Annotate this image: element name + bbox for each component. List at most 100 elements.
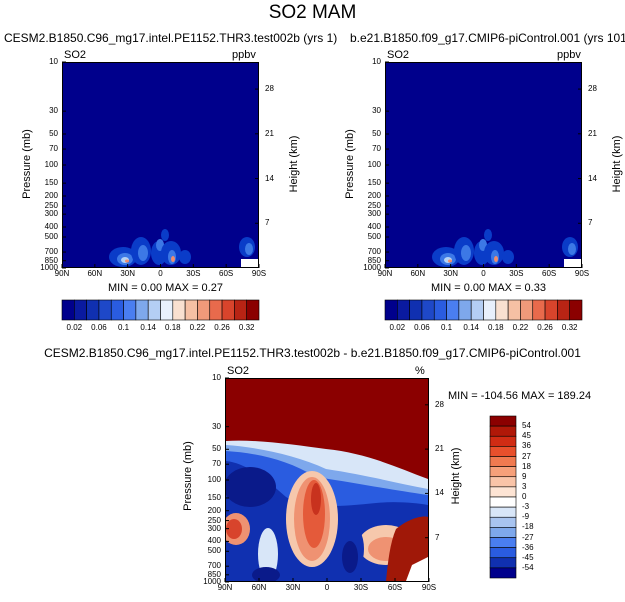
- panel3-ytick-label-10: 500: [207, 546, 221, 556]
- panel2-xtick-label-6: 90S: [574, 269, 590, 278]
- panel2-xtick-label-2: 30N: [443, 269, 458, 278]
- panel3-colorbar-label-1: 45: [522, 431, 531, 441]
- panel1-ytick-label-9: 400: [44, 222, 58, 231]
- panel3-ytick-label-13: 1000: [203, 577, 221, 586]
- panel1-contours: [109, 229, 258, 267]
- panel1-xtick-label-1: 60N: [87, 269, 103, 278]
- panel2-colorbar-label-6: 0.26: [537, 323, 553, 332]
- panel3-colorbar-label-0: 54: [522, 421, 531, 431]
- panel1-colorbar-label-5: 0.22: [189, 323, 206, 332]
- panel1-colorbar-label-4: 0.18: [165, 323, 181, 332]
- panel3-ytick-label-0: 10: [212, 373, 221, 382]
- panel3-ytick-label-11: 700: [207, 561, 221, 571]
- panel3-xtick-label-3: 0: [324, 583, 330, 592]
- panel2-colorbar-box-15: [569, 299, 583, 321]
- panel2-colorbar-label-2: 0.1: [441, 323, 453, 332]
- panel1-colorbar-box-15: [246, 299, 260, 321]
- panel1-ytick-label-0: 10: [49, 57, 58, 66]
- panel2-ytick-label-13: 1000: [363, 263, 381, 272]
- panel2-colorbar-label-0: 0.02: [389, 323, 406, 332]
- panel3-ytick-label-6: 200: [207, 505, 221, 515]
- panel2-xtick-label-0: 90N: [377, 269, 393, 278]
- panel2-contours: [432, 229, 581, 267]
- panel3-plot: [225, 378, 429, 582]
- panel1-ytick-label-7: 250: [44, 200, 58, 210]
- panel3-field: [226, 440, 428, 581]
- panel2-xtick-label-1: 60N: [410, 269, 426, 278]
- panel3-ytick-label-7: 250: [207, 515, 221, 525]
- panel3-ytick-label-4: 100: [207, 475, 221, 484]
- panel3-colorbar-box-15: [489, 567, 517, 579]
- panel1-ytick-label-10: 500: [44, 231, 58, 241]
- panel1-colorbar-label-6: 0.26: [214, 323, 230, 332]
- panel3-y2tick-label-2: 14: [435, 488, 444, 498]
- panel2-ytick-label-6: 200: [367, 191, 381, 200]
- panel3-xtick-label-1: 60N: [251, 583, 267, 592]
- panel3-colorbar-label-7: 0: [522, 492, 527, 501]
- panel2-colorbar-label-3: 0.14: [463, 323, 479, 332]
- panel2-colorbar-label-7: 0.32: [561, 323, 578, 332]
- panel3-units-label: %: [415, 365, 425, 377]
- panel2-ytick-label-4: 100: [367, 160, 381, 169]
- panel3-ytick-label-1: 30: [212, 421, 221, 431]
- panel2-y2tick-label-1: 21: [588, 128, 597, 138]
- panel1-ytick-label-4: 100: [44, 160, 58, 169]
- panel2-xtick-label-3: 0: [481, 269, 486, 278]
- panel2-ytick-label-2: 50: [372, 128, 381, 138]
- panel2-ytick-label-11: 700: [367, 247, 381, 257]
- panel3-variable-label: SO2: [227, 365, 250, 377]
- panel1-xtick-label-5: 60S: [219, 269, 234, 278]
- panel2-xtick-label-4: 30S: [509, 269, 524, 278]
- panel1-xtick-label-6: 90S: [251, 269, 267, 278]
- panel2-ytick-label-8: 300: [367, 209, 381, 219]
- panel1-ytick-label-8: 300: [44, 209, 58, 219]
- panel1-ytick-label-3: 70: [49, 144, 58, 154]
- panel1-xtick-label-0: 90N: [54, 269, 70, 278]
- panel1-plot: [62, 62, 259, 268]
- panel2-title: b.e21.B1850.f09_g17.CMIP6-piControl.001 …: [350, 31, 625, 45]
- panel3-colorbar-label-12: -36: [522, 542, 534, 552]
- panel1-lower-features: [109, 229, 258, 267]
- panel3-xtick-label-4: 30S: [353, 583, 369, 592]
- panel1-xtick-label-3: 0: [158, 269, 163, 278]
- page-title: SO2 MAM: [268, 2, 357, 23]
- panel2-colorbar-label-5: 0.22: [512, 323, 529, 332]
- panel3-ytick-label-5: 150: [207, 492, 221, 502]
- panel1-xtick-label-2: 30N: [120, 269, 135, 278]
- panel1-colorbar-label-2: 0.1: [118, 323, 130, 332]
- panel1-ytick-label-1: 30: [49, 106, 58, 116]
- panel3-colorbar-label-2: 36: [522, 441, 531, 451]
- panel3-colorbar-label-10: -18: [522, 522, 534, 532]
- panel1-variable-label: SO2: [64, 49, 87, 61]
- panel2-ytick-label-10: 500: [367, 231, 381, 241]
- panel2-ytick-label-0: 10: [372, 57, 381, 66]
- panel2-y2tick-label-3: 7: [588, 218, 593, 228]
- panel3-xtick-label-6: 90S: [421, 583, 437, 592]
- panel2-plot: [385, 62, 582, 268]
- panel1-ytick-label-12: 850: [44, 255, 58, 265]
- panel2-xtick-label-5: 60S: [542, 269, 557, 278]
- panel1-y2tick-label-3: 7: [265, 218, 270, 228]
- panel1-ytick-label-2: 50: [49, 128, 58, 138]
- panel2-colorbar-label-4: 0.18: [488, 323, 504, 332]
- panel2-ytick-label-3: 70: [372, 144, 381, 154]
- panel1-units-label: ppbv: [232, 49, 256, 61]
- panel3-y2tick-label-0: 28: [435, 399, 444, 409]
- panel3-xtick-label-5: 60S: [387, 583, 403, 592]
- panel2-ytick-label-7: 250: [367, 200, 381, 210]
- panel2-y2tick-label-0: 28: [588, 84, 597, 94]
- panel3-y2tick-label-1: 21: [435, 444, 444, 454]
- panel1-colorbar-label-1: 0.06: [91, 323, 107, 332]
- panel1-colorbar-label-3: 0.14: [140, 323, 156, 332]
- panel1-stats: MIN = 0.00 MAX = 0.27: [108, 282, 223, 294]
- panel1-colorbar-label-7: 0.32: [238, 323, 255, 332]
- panel1-y2tick-label-0: 28: [265, 84, 274, 94]
- panel1-ytick-label-11: 700: [44, 247, 58, 257]
- panel3-ytick-label-9: 400: [207, 536, 221, 546]
- panel1-y2tick-label-1: 21: [265, 128, 274, 138]
- panel3-y2tick-label-3: 7: [435, 532, 440, 542]
- panel2-y2tick-label-2: 14: [588, 173, 597, 183]
- panel3-ytick-label-8: 300: [207, 523, 221, 533]
- panel2-ytick-label-1: 30: [372, 106, 381, 116]
